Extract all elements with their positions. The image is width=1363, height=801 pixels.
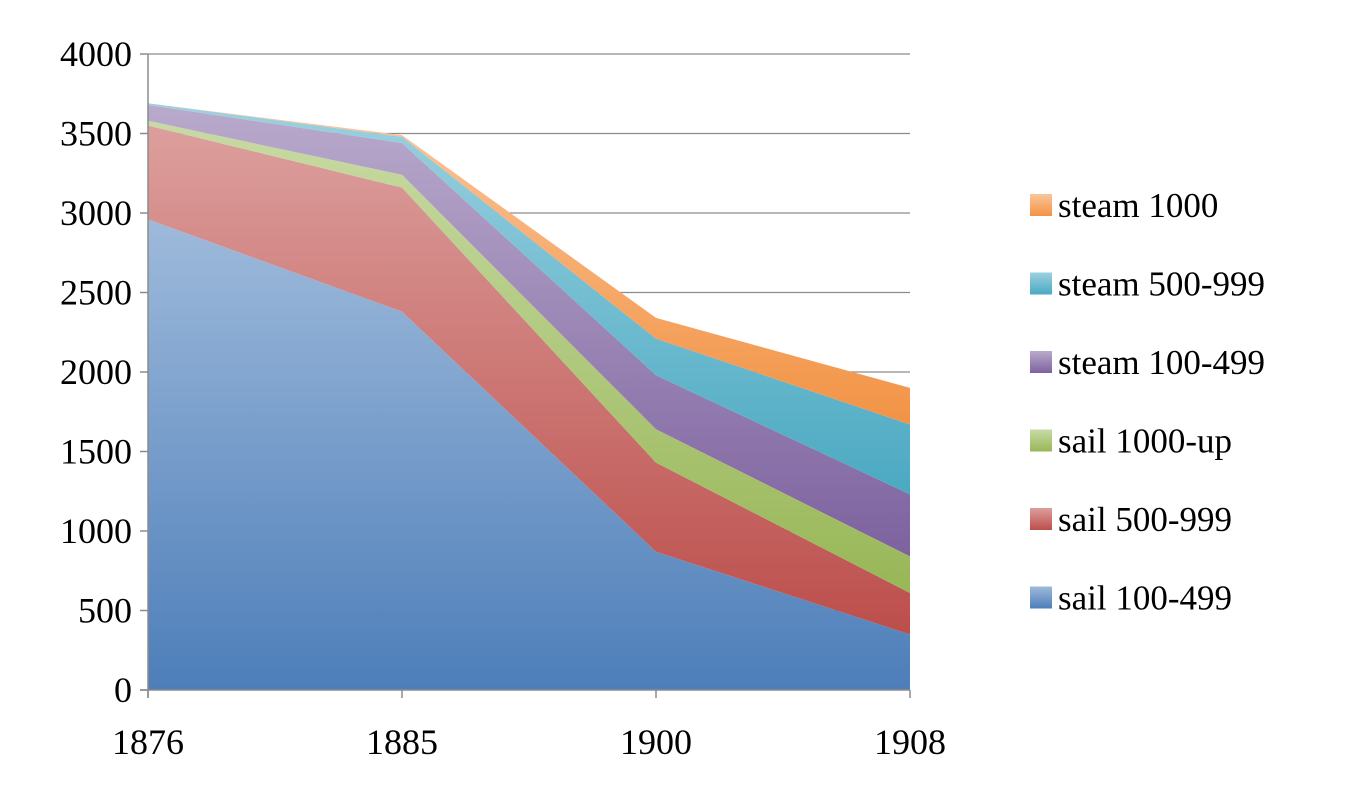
legend-label: steam 500-999 — [1058, 265, 1265, 304]
legend-item-steam-100-499: steam 100-499 — [1030, 343, 1265, 382]
legend-swatch — [1030, 586, 1052, 609]
legend-swatch — [1030, 272, 1052, 295]
y-tick-label: 2500 — [60, 273, 132, 313]
y-tick-label: 3500 — [60, 114, 132, 154]
legend-item-sail-1000-up: sail 1000-up — [1030, 422, 1232, 461]
area-steam-1000 — [148, 103, 910, 425]
area-sail-1000-up — [148, 120, 910, 594]
legend-item-steam-500-999: steam 500-999 — [1030, 265, 1265, 304]
y-tick-label: 2000 — [60, 352, 132, 392]
area-sail-100-499 — [148, 219, 910, 690]
y-tick-label: 3000 — [60, 193, 132, 233]
legend-item-steam-1000: steam 1000 — [1030, 186, 1218, 225]
legend-swatch — [1030, 194, 1052, 216]
legend: steam 1000 steam 500-999 steam 100-499 sail… — [1030, 186, 1265, 618]
area-steam-100-499 — [148, 104, 910, 557]
x-tick-label: 1885 — [366, 722, 438, 762]
x-tick-label: 1900 — [620, 722, 692, 762]
area-steam-500-999 — [148, 103, 910, 495]
legend-label: sail 1000-up — [1058, 422, 1232, 461]
legend-label: steam 100-499 — [1058, 343, 1265, 382]
y-tick-label: 1000 — [60, 511, 132, 551]
axes: 0 500 1000 1500 2000 2500 3000 3500 4000 1876 1885… — [60, 34, 946, 762]
legend-label: sail 500-999 — [1058, 500, 1232, 539]
legend-swatch — [1030, 508, 1052, 530]
x-tick-label: 1876 — [112, 722, 184, 762]
area-sail-500-999 — [148, 125, 910, 635]
legend-swatch — [1030, 429, 1052, 452]
legend-label: sail 100-499 — [1058, 579, 1232, 618]
plot-areas — [148, 103, 910, 690]
legend-item-sail-500-999: sail 500-999 — [1030, 500, 1232, 539]
y-tick-label: 0 — [114, 670, 132, 710]
x-tick-label: 1908 — [874, 722, 946, 762]
y-tick-label: 500 — [78, 591, 132, 631]
y-tick-label: 4000 — [60, 34, 132, 74]
legend-label: steam 1000 — [1058, 186, 1218, 225]
legend-swatch — [1030, 351, 1052, 373]
y-tick-label: 1500 — [60, 432, 132, 472]
legend-item-sail-100-499: sail 100-499 — [1030, 579, 1232, 618]
